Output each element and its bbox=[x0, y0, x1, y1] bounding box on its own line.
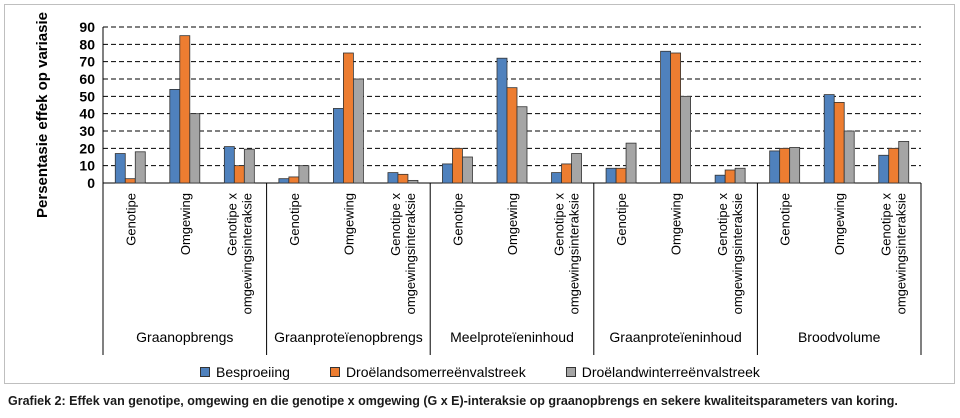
legend-swatch bbox=[329, 367, 340, 377]
y-tick-label: 10 bbox=[79, 158, 95, 174]
bar bbox=[680, 95, 691, 184]
bar bbox=[442, 163, 453, 184]
x-tick-label: Genotipe bbox=[450, 193, 465, 246]
legend-item: Droëlandwinterreënvalstreek bbox=[565, 364, 760, 380]
bar bbox=[615, 167, 627, 184]
x-tick-label: Genotipe x bbox=[388, 193, 403, 256]
y-tick-label: 60 bbox=[79, 71, 95, 87]
bar bbox=[332, 108, 344, 184]
x-tick-label: Genotipe x bbox=[879, 193, 894, 256]
x-tick-label: omgewingsinteraksie bbox=[730, 193, 745, 314]
legend-label: Droëlandwinterreënvalstreek bbox=[581, 364, 760, 380]
bar bbox=[342, 52, 354, 184]
x-tick-label: Genotipe x bbox=[715, 193, 730, 256]
bar bbox=[243, 148, 255, 184]
bar bbox=[769, 150, 781, 184]
x-tick-label: omgewingsinteraksie bbox=[403, 193, 418, 314]
y-tick-label: 70 bbox=[79, 54, 95, 70]
bar bbox=[888, 147, 900, 184]
bar bbox=[605, 167, 617, 184]
y-tick-label: 50 bbox=[79, 88, 95, 104]
bar bbox=[714, 174, 726, 184]
bar bbox=[898, 140, 910, 184]
bar bbox=[223, 146, 235, 184]
bar bbox=[387, 172, 399, 184]
y-tick-label: 0 bbox=[87, 175, 95, 191]
legend-label: Droëlandsomerreënvalstreek bbox=[345, 364, 526, 380]
legend: Besproeiing Droëlandsomerreënvalstreek Dro… bbox=[200, 364, 760, 380]
y-tick-label: 80 bbox=[79, 36, 95, 52]
x-tick-label: Omgewing bbox=[669, 193, 684, 255]
bar bbox=[670, 52, 681, 184]
bar bbox=[288, 176, 300, 184]
y-tick-label: 20 bbox=[79, 140, 95, 156]
x-group-label: Broodvolume bbox=[798, 329, 881, 345]
x-tick-label: Genotipe bbox=[614, 193, 629, 246]
legend-item: Droëlandsomerreënvalstreek bbox=[329, 364, 526, 380]
x-tick-label: Genotipe x bbox=[552, 193, 567, 256]
bar bbox=[724, 169, 736, 184]
chart-frame: 0 10 20 30 40 50 60 70 80 90 Persentasie effek op … bbox=[4, 4, 955, 384]
bar bbox=[407, 179, 419, 184]
bar bbox=[843, 130, 855, 184]
bar bbox=[397, 173, 409, 184]
legend-item: Besproeiing bbox=[200, 364, 290, 380]
bar bbox=[452, 147, 463, 184]
bar bbox=[823, 94, 835, 184]
bar bbox=[179, 35, 191, 184]
bar bbox=[561, 163, 572, 184]
legend-label: Besproeiing bbox=[216, 364, 290, 380]
bar bbox=[625, 142, 637, 184]
bar bbox=[734, 167, 746, 184]
x-tick-label: omgewingsinteraksie bbox=[239, 193, 254, 314]
x-tick-label: omgewingsinteraksie bbox=[894, 193, 909, 314]
bar bbox=[506, 87, 518, 184]
bar bbox=[114, 153, 126, 184]
bar bbox=[134, 151, 146, 184]
bar bbox=[462, 156, 473, 184]
bar bbox=[571, 153, 582, 184]
figure-caption: Grafiek 2: Effek van genotipe, omgewing … bbox=[8, 394, 898, 408]
bar bbox=[352, 78, 364, 184]
y-axis-title: Persentasie effek op variasie bbox=[34, 12, 51, 218]
x-tick-label: Genotipe bbox=[287, 193, 302, 246]
bar bbox=[833, 102, 845, 184]
x-group-label: Graanproteïeninhoud bbox=[609, 329, 741, 345]
bar bbox=[189, 113, 201, 184]
bar bbox=[124, 178, 136, 184]
bar bbox=[516, 106, 528, 184]
legend-swatch bbox=[200, 367, 210, 377]
bar bbox=[169, 89, 181, 184]
y-tick-label: 40 bbox=[79, 106, 95, 122]
x-tick-label: Genotipe bbox=[778, 193, 793, 246]
x-tick-label: Omgewing bbox=[341, 193, 356, 255]
bar bbox=[660, 50, 671, 184]
x-group-label: Meelproteïeninhoud bbox=[450, 329, 574, 345]
x-group-label: Graanproteïenopbrengs bbox=[274, 329, 423, 345]
legend-swatch bbox=[565, 367, 576, 377]
y-tick-label: 90 bbox=[79, 19, 95, 35]
x-tick-label: Omgewing bbox=[832, 193, 847, 255]
bar bbox=[233, 165, 245, 184]
x-tick-label: Genotipe x bbox=[224, 193, 239, 256]
bar bbox=[551, 172, 562, 184]
y-tick-label: 30 bbox=[79, 123, 95, 139]
x-group-label: Graanopbrengs bbox=[136, 329, 233, 345]
bar bbox=[298, 165, 310, 184]
bar bbox=[789, 147, 801, 184]
bar bbox=[878, 154, 890, 184]
bar bbox=[278, 178, 290, 184]
x-tick-label: omgewingsinteraksie bbox=[567, 193, 582, 314]
x-tick-label: Omgewing bbox=[505, 193, 520, 255]
bar bbox=[496, 57, 508, 184]
x-tick-label: Genotipe bbox=[123, 193, 138, 246]
bar bbox=[779, 147, 791, 184]
x-tick-label: Omgewing bbox=[178, 193, 193, 255]
